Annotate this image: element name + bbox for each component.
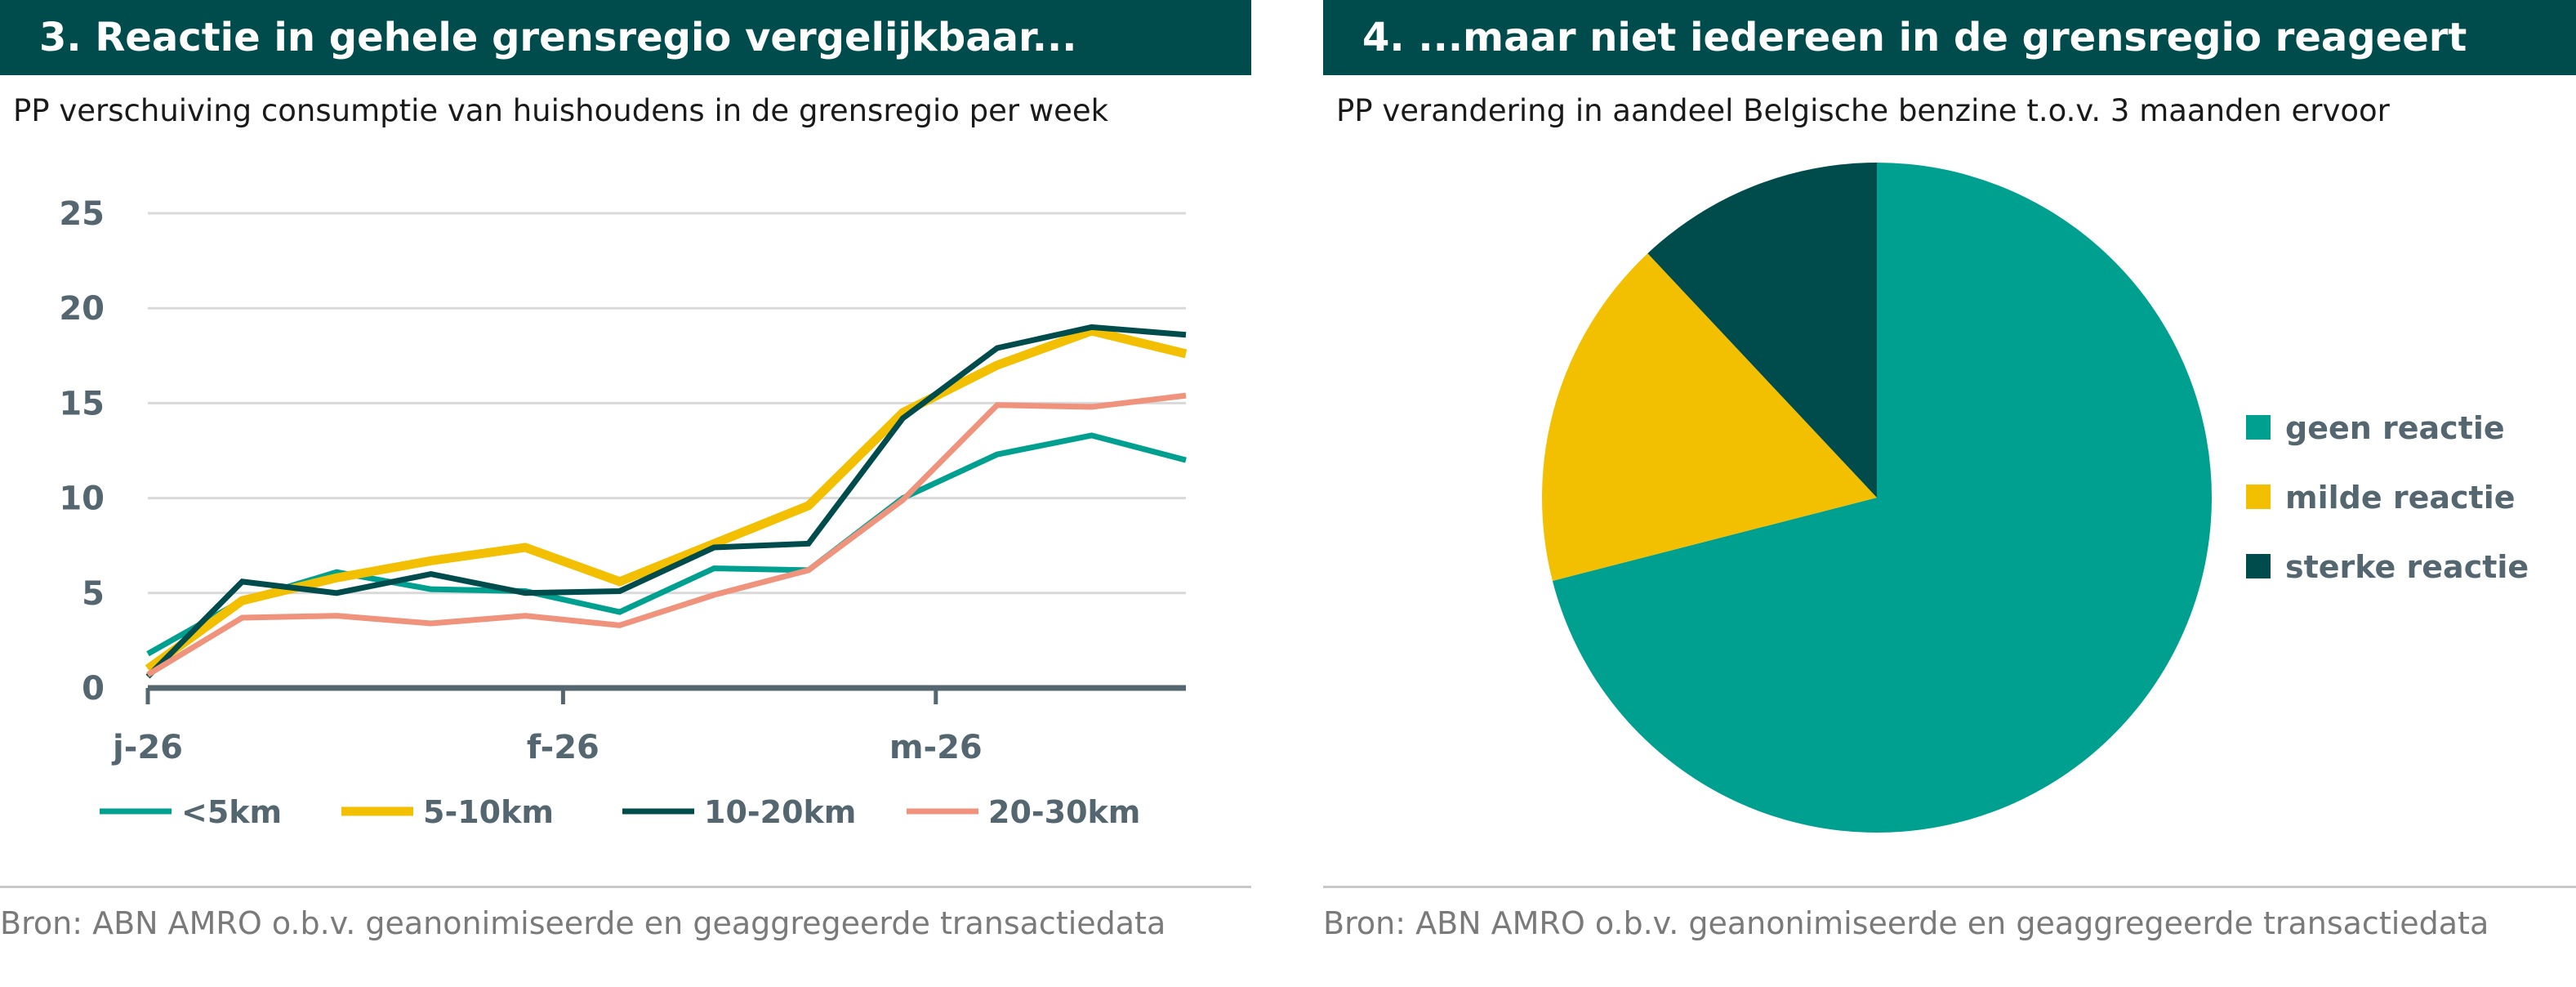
legend-swatch	[2246, 485, 2271, 509]
chart-subtitle: PP verandering in aandeel Belgische benz…	[1336, 93, 2390, 128]
x-tick-label: m-26	[889, 729, 983, 766]
legend-swatch	[2246, 415, 2271, 440]
y-tick-label: 25	[59, 195, 105, 233]
legend-label: milde reactie	[2285, 480, 2516, 516]
y-tick-label: 20	[59, 290, 105, 328]
chart-subtitle: PP verschuiving consumptie van huishoude…	[13, 93, 1109, 128]
line-chart: 0 5 10 15 20 25 j-26 f-26 m-26 <5km 5-10km 10-20km 2…	[59, 195, 1188, 830]
legend-swatch	[2246, 554, 2271, 578]
series-line-5-10km	[145, 326, 1188, 673]
source-note: Bron: ABN AMRO o.b.v. geanonimiseerde en…	[1323, 886, 2576, 950]
y-tick-label: 10	[59, 480, 105, 518]
pie-chart-panel: 4. ...maar niet iedereen in de grensregi…	[1323, 0, 2576, 987]
legend-label: 20-30km	[988, 794, 1140, 830]
pie-slice-milde-reactie	[1542, 253, 1877, 581]
legend-label: <5km	[181, 794, 282, 830]
chart-title: 4. ...maar niet iedereen in de grensregi…	[1323, 0, 2576, 75]
series-line-<5km	[146, 432, 1187, 657]
line-chart-panel: 3. Reactie in gehele grensregio vergelij…	[0, 0, 1251, 987]
legend-label: geen reactie	[2285, 410, 2505, 446]
pie-chart: geen reactie milde reactie sterke reactie	[1542, 163, 2529, 833]
series-line-10-20km	[145, 324, 1187, 679]
pie-slice-sterke-reactie	[1647, 163, 1877, 498]
legend-label: 10-20km	[704, 794, 856, 830]
pie-slice-geen-reactie	[1552, 163, 2212, 833]
x-tick-label: j-26	[111, 729, 183, 766]
series-line-20-30km	[146, 392, 1187, 677]
source-note: Bron: ABN AMRO o.b.v. geanonimiseerde en…	[0, 886, 1251, 950]
y-tick-label: 0	[82, 670, 105, 708]
chart-title: 3. Reactie in gehele grensregio vergelij…	[0, 0, 1251, 75]
x-tick-label: f-26	[527, 729, 599, 766]
y-tick-label: 15	[59, 385, 105, 422]
y-tick-label: 5	[82, 575, 105, 613]
legend-label: 5-10km	[423, 794, 554, 830]
legend-label: sterke reactie	[2285, 549, 2529, 585]
